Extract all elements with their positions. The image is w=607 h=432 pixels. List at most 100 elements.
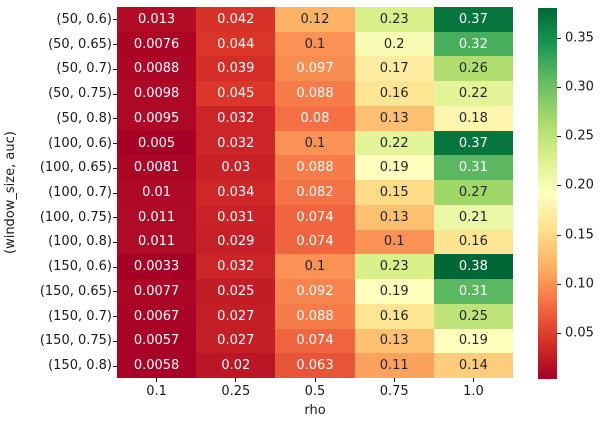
colorbar-tick-label: 0.20 <box>565 177 594 193</box>
x-tick-label: 0.1 <box>117 378 196 400</box>
colorbar-tick-label: 0.35 <box>565 30 594 46</box>
heatmap-cell: 0.011 <box>117 204 197 230</box>
y-tick-text: (100, 0.65) <box>39 160 112 176</box>
heatmap-cell: 0.2 <box>354 31 434 57</box>
y-tick-text: (150, 0.6) <box>48 259 112 275</box>
heatmap-cell: 0.16 <box>354 81 434 106</box>
heatmap-cell: 0.032 <box>196 254 276 280</box>
colorbar-tick-mark <box>557 333 561 334</box>
heatmap-cell: 0.045 <box>196 81 276 106</box>
heatmap-cell: 0.27 <box>433 180 513 205</box>
heatmap-cell: 0.088 <box>275 303 355 329</box>
y-tick-text: (150, 0.75) <box>39 333 112 349</box>
colorbar-tick-mark <box>557 136 561 138</box>
y-tick-text: (150, 0.7) <box>48 308 112 324</box>
x-tick-label: 0.5 <box>275 378 354 400</box>
heatmap-cell: 0.063 <box>275 353 355 378</box>
y-tick-mark <box>113 44 117 46</box>
heatmap-cell: 0.074 <box>275 229 355 255</box>
y-tick-text: (50, 0.65) <box>48 36 112 52</box>
heatmap-cell: 0.1 <box>354 229 434 255</box>
y-tick-text: (150, 0.65) <box>39 283 112 299</box>
y-tick-text: (50, 0.75) <box>48 86 112 102</box>
heatmap-cell: 0.18 <box>433 105 513 131</box>
heatmap-cell: 0.092 <box>275 279 355 304</box>
y-tick-label: (100, 0.75) <box>0 205 117 230</box>
heatmap-cell: 0.31 <box>433 279 513 304</box>
y-tick-mark <box>113 68 117 70</box>
heatmap-cell: 0.02 <box>196 353 276 378</box>
x-tick-label: 0.25 <box>196 378 275 400</box>
heatmap-cell: 0.11 <box>354 353 434 378</box>
heatmap-cell: 0.19 <box>433 328 513 354</box>
heatmap-cell: 0.1 <box>275 31 355 57</box>
heatmap-cell: 0.22 <box>433 81 513 106</box>
y-tick-text: (100, 0.7) <box>48 185 112 200</box>
colorbar-tick-mark <box>557 283 561 285</box>
heatmap-cell: 0.042 <box>196 7 276 32</box>
y-tick-text: (100, 0.6) <box>48 135 112 151</box>
heatmap-cell: 0.027 <box>196 328 276 354</box>
heatmap-cell: 0.03 <box>196 155 276 181</box>
x-tick-text: 0.1 <box>146 384 167 399</box>
heatmap-cell: 0.032 <box>196 130 276 156</box>
heatmap-cell: 0.32 <box>433 31 513 57</box>
y-tick-label: (150, 0.75) <box>0 329 117 354</box>
heatmap-cell: 0.031 <box>196 204 276 230</box>
heatmap-cell: 0.088 <box>275 81 355 106</box>
x-axis-label: rho <box>304 403 326 418</box>
colorbar-tick-mark <box>557 234 561 236</box>
heatmap-cell: 0.029 <box>196 229 276 255</box>
heatmap-cell: 0.26 <box>433 56 513 82</box>
heatmap-cell: 0.0081 <box>117 155 197 181</box>
colorbar-tick-mark <box>557 86 561 88</box>
x-tick-text: 0.25 <box>221 384 251 399</box>
x-tick-mark <box>314 378 316 382</box>
heatmap-cell: 0.044 <box>196 31 276 57</box>
colorbar-tick-label: 0.30 <box>565 79 594 95</box>
colorbar <box>538 8 557 379</box>
x-tick-label: 1.0 <box>434 378 513 400</box>
colorbar-tick-label: 0.10 <box>565 276 594 292</box>
y-tick-label: (150, 0.6) <box>0 254 117 279</box>
heatmap-cell: 0.23 <box>354 254 434 280</box>
heatmap-cell: 0.082 <box>275 180 355 205</box>
heatmap-cell: 0.0076 <box>117 31 197 57</box>
y-tick-mark <box>113 291 117 293</box>
x-tick-mark <box>235 378 237 382</box>
y-tick-mark <box>113 365 117 367</box>
y-tick-text: (50, 0.7) <box>56 61 112 77</box>
heatmap-cell: 0.14 <box>433 353 513 378</box>
x-tick-mark <box>472 378 474 382</box>
heatmap-cell: 0.13 <box>354 328 434 354</box>
heatmap-cell: 0.0058 <box>117 353 197 378</box>
heatmap-cell: 0.0033 <box>117 254 197 280</box>
heatmap-cell: 0.034 <box>196 180 276 205</box>
heatmap-cell: 0.08 <box>275 105 355 131</box>
heatmap-cell: 0.23 <box>354 7 434 32</box>
heatmap-cell: 0.0067 <box>117 303 197 329</box>
y-tick-label: (100, 0.6) <box>0 131 117 156</box>
x-tick-text: 0.75 <box>379 384 409 399</box>
heatmap-cell: 0.0077 <box>117 279 197 304</box>
colorbar-tick-mark <box>557 37 561 39</box>
y-tick-mark <box>113 316 117 318</box>
y-tick-label: (100, 0.7) <box>0 180 117 205</box>
heatmap-cell: 0.039 <box>196 56 276 82</box>
heatmap-cell: 0.13 <box>354 204 434 230</box>
x-tick-mark <box>393 378 395 382</box>
y-tick-mark <box>113 266 117 268</box>
y-tick-mark <box>113 167 117 169</box>
heatmap-cell: 0.011 <box>117 229 197 255</box>
y-tick-mark <box>113 217 117 219</box>
heatmap-cell: 0.032 <box>196 105 276 131</box>
y-tick-mark <box>113 241 117 243</box>
heatmap-cell: 0.1 <box>275 130 355 156</box>
x-tick-text: 1.0 <box>463 384 484 399</box>
heatmap-cell: 0.22 <box>354 130 434 156</box>
y-tick-mark <box>113 19 117 21</box>
colorbar-tick-label: 0.05 <box>565 325 594 341</box>
colorbar-tick-label: 0.15 <box>565 227 594 243</box>
heatmap-cell: 0.1 <box>275 254 355 280</box>
y-tick-label: (100, 0.8) <box>0 230 117 255</box>
